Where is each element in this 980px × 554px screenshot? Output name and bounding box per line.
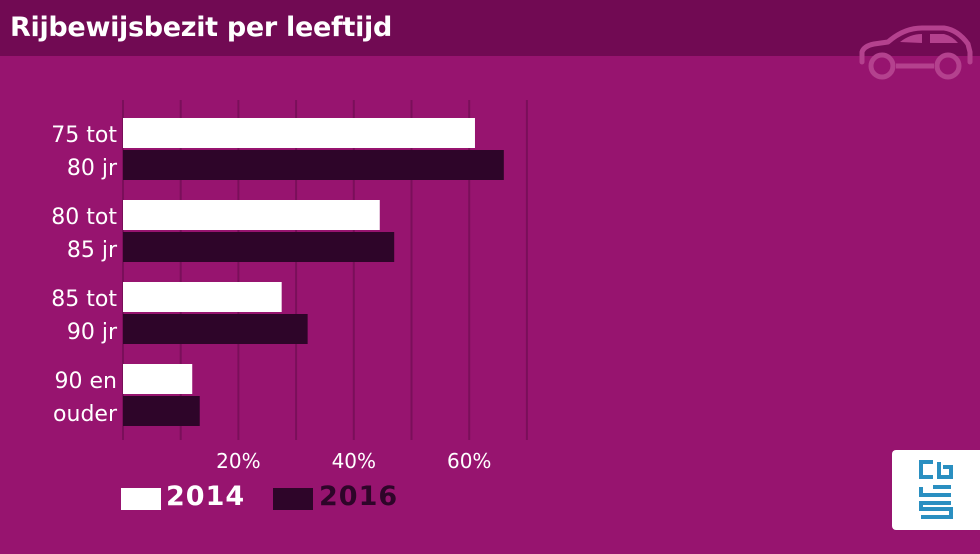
bar-2014 bbox=[123, 282, 282, 312]
category-label: 85 tot bbox=[51, 287, 117, 312]
legend-label-2016: 2016 bbox=[319, 481, 399, 512]
x-tick-label: 40% bbox=[332, 449, 376, 473]
chart-title: Rijbewijsbezit per leeftijd bbox=[10, 12, 393, 43]
legend-swatch-2016 bbox=[273, 488, 313, 510]
category-label: ouder bbox=[53, 402, 118, 427]
bar-2016 bbox=[123, 150, 504, 180]
bar-2014 bbox=[123, 118, 475, 148]
bar-2016 bbox=[123, 314, 308, 344]
bar-2016 bbox=[123, 232, 395, 262]
category-label: 80 jr bbox=[67, 156, 118, 181]
category-label: 90 jr bbox=[67, 320, 118, 345]
x-tick-label: 20% bbox=[216, 449, 260, 473]
header-bar: Rijbewijsbezit per leeftijd bbox=[0, 0, 980, 56]
cbs-logo bbox=[892, 450, 980, 530]
bar-2016 bbox=[123, 396, 200, 426]
bar-2014 bbox=[123, 364, 193, 394]
category-label: 90 en bbox=[55, 369, 117, 394]
car-icon bbox=[859, 25, 973, 80]
category-label: 85 jr bbox=[67, 238, 118, 263]
x-tick-label: 60% bbox=[447, 449, 491, 473]
bar-2014 bbox=[123, 200, 380, 230]
legend-label-2014: 2014 bbox=[166, 481, 246, 512]
category-label: 75 tot bbox=[51, 123, 117, 148]
legend-swatch-2014 bbox=[121, 488, 161, 510]
cbs-logo-icon bbox=[919, 460, 953, 519]
category-label: 80 tot bbox=[51, 205, 117, 230]
